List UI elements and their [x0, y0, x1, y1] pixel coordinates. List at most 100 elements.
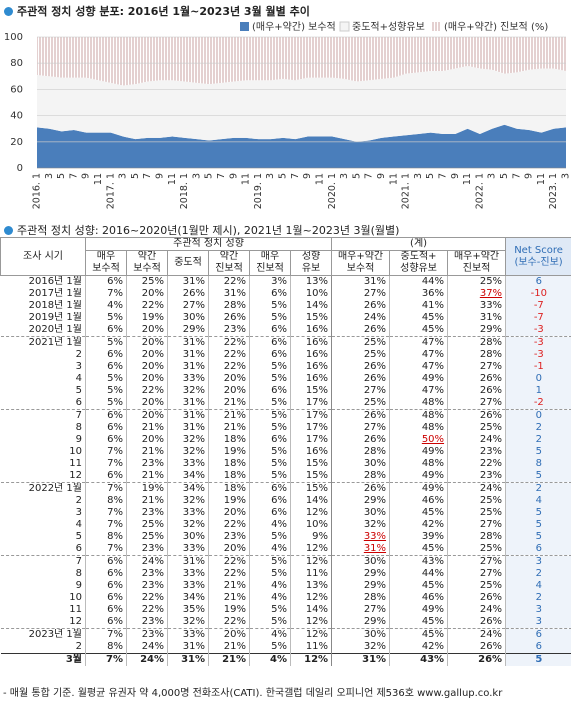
- cell: 26%: [167, 288, 209, 300]
- cell: 33%: [167, 568, 209, 580]
- cell: 15%: [289, 482, 332, 495]
- cell: 45%: [389, 324, 448, 337]
- x-tick-label: 7: [437, 173, 448, 179]
- x-tick-label: 7: [216, 173, 227, 179]
- x-tick-label: 11: [241, 173, 252, 185]
- cell: 21%: [126, 446, 168, 458]
- cell: 26%: [447, 385, 506, 397]
- cell: 49%: [389, 373, 448, 385]
- cell: 47%: [389, 361, 448, 373]
- header-cell: Net Score (보수-진보): [505, 237, 571, 276]
- cell: 20%: [208, 373, 250, 385]
- cell: 22%: [208, 275, 250, 288]
- cell: 31%: [447, 312, 506, 324]
- cell: -7: [505, 312, 571, 324]
- cell: 44%: [389, 275, 448, 288]
- cell: 31%: [167, 409, 209, 422]
- table-row: 6 5% 20% 31% 21% 5% 17% 25% 48% 27% -2: [0, 397, 571, 410]
- cell: 21%: [208, 653, 250, 666]
- cell: 17%: [289, 409, 332, 422]
- cell: 33%: [167, 458, 209, 470]
- cell: 5%: [249, 616, 291, 629]
- cell: 19%: [208, 495, 250, 507]
- cell: 14%: [289, 495, 332, 507]
- row-label: 12: [0, 616, 86, 629]
- cell: 7%: [85, 482, 127, 495]
- cell: 33%: [447, 300, 506, 312]
- cell: 7%: [85, 288, 127, 300]
- cell: 16%: [289, 446, 332, 458]
- cell: 48%: [389, 397, 448, 410]
- cell: 13%: [289, 580, 332, 592]
- table-row: 12 6% 23% 32% 22% 5% 12% 29% 45% 26% 3: [0, 616, 571, 629]
- table-row: 8 6% 23% 33% 22% 5% 11% 29% 44% 27% 2: [1, 568, 571, 580]
- cell: 6%: [85, 592, 127, 604]
- cell: 23%: [208, 531, 250, 543]
- cell: 23%: [126, 628, 168, 641]
- cell: 4%: [249, 580, 291, 592]
- cell: 30%: [167, 531, 209, 543]
- cell: 27%: [447, 555, 506, 568]
- row-label: 11: [69, 458, 82, 469]
- cell: 27%: [331, 422, 390, 434]
- table-row: 11 6% 22% 35% 19% 5% 14% 27% 49% 24% 3: [1, 604, 571, 616]
- cell: 5%: [249, 409, 291, 422]
- legend-swatch: [240, 22, 249, 31]
- cell: 47%: [389, 385, 448, 397]
- x-tick-label: 9: [376, 173, 387, 179]
- header-cell: 매우+약간 진보적: [447, 250, 507, 276]
- cell: 43%: [389, 653, 448, 666]
- table-row: 9 6% 23% 33% 21% 4% 13% 29% 45% 25% 4: [1, 580, 571, 592]
- x-tick-label: 2020. 1: [327, 173, 338, 209]
- cell: 2: [505, 568, 571, 580]
- cell: 24%: [447, 434, 506, 446]
- cell: 7%: [85, 543, 127, 556]
- row-label: 4: [75, 373, 82, 384]
- cell: 26%: [331, 434, 390, 446]
- cell: 12%: [289, 616, 332, 629]
- row-label: 2019년 1월: [28, 312, 82, 323]
- x-tick-label: 11: [462, 173, 473, 185]
- cell: 12%: [289, 628, 332, 641]
- cell: 29%: [167, 324, 209, 337]
- cell: 23%: [126, 580, 168, 592]
- cell: 18%: [208, 470, 250, 483]
- cell: 6%: [85, 349, 127, 361]
- cell: 23%: [126, 507, 168, 519]
- cell: 15%: [289, 458, 332, 470]
- cell: 10%: [289, 519, 332, 531]
- cell: 33%: [167, 628, 209, 641]
- x-tick-label: 11: [388, 173, 399, 185]
- row-label: 9: [75, 580, 82, 591]
- table-row: 2020년 1월 6% 20% 29% 23% 6% 16% 26% 45% 29% -3: [0, 324, 571, 337]
- cell: 15%: [289, 385, 332, 397]
- row-label: 6: [0, 543, 86, 556]
- x-tick-label: 9: [228, 173, 239, 179]
- cell: 12%: [289, 543, 332, 556]
- cell: 19%: [126, 482, 168, 495]
- cell: 4%: [249, 628, 291, 641]
- cell: 26%: [447, 373, 506, 385]
- cell: 12%: [289, 592, 332, 604]
- cell: 5%: [85, 397, 127, 410]
- cell: 39%: [389, 531, 448, 543]
- row-label: 5: [75, 531, 82, 542]
- cell: 22%: [208, 616, 250, 629]
- cell: 31%: [167, 349, 209, 361]
- table-row: 2018년 1월 4% 22% 27% 28% 5% 14% 26% 41% 33% -7: [1, 300, 571, 312]
- cell: 48%: [389, 458, 448, 470]
- x-tick-label: 9: [302, 173, 313, 179]
- cell: 20%: [126, 409, 168, 422]
- row-label: 2020년 1월: [0, 324, 86, 337]
- cell: 30%: [167, 312, 209, 324]
- legend-label: 중도적+성향유보: [352, 21, 425, 33]
- cell: 47%: [389, 349, 448, 361]
- cell: 20%: [126, 336, 168, 349]
- cell: 5%: [249, 312, 291, 324]
- cell: 6%: [85, 275, 127, 288]
- table-row: 2019년 1월 5% 19% 30% 26% 5% 15% 24% 45% 31% -7: [1, 312, 571, 324]
- cell: 35%: [167, 604, 209, 616]
- table-row: 3 6% 20% 31% 22% 5% 16% 26% 47% 27% -1: [1, 361, 571, 373]
- row-label: 11: [69, 604, 82, 615]
